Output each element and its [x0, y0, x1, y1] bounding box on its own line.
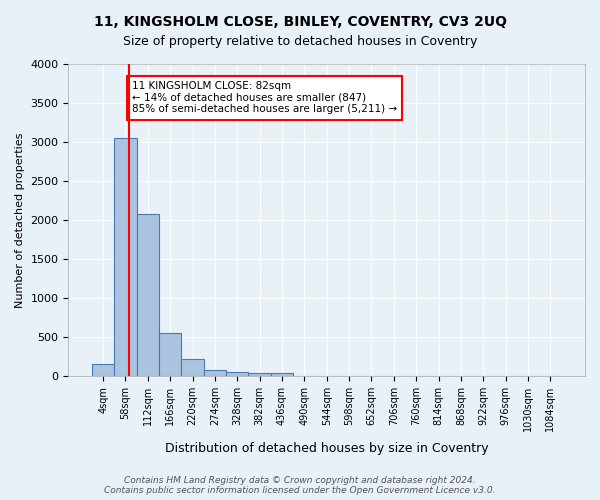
- Bar: [204, 370, 226, 376]
- Text: Contains HM Land Registry data © Crown copyright and database right 2024.
Contai: Contains HM Land Registry data © Crown c…: [104, 476, 496, 495]
- Bar: [137, 214, 159, 376]
- Bar: [271, 373, 293, 376]
- Text: 11 KINGSHOLM CLOSE: 82sqm
← 14% of detached houses are smaller (847)
85% of semi: 11 KINGSHOLM CLOSE: 82sqm ← 14% of detac…: [132, 81, 397, 114]
- Bar: [248, 373, 271, 376]
- Bar: [114, 138, 137, 376]
- Bar: [159, 333, 181, 376]
- Text: Size of property relative to detached houses in Coventry: Size of property relative to detached ho…: [123, 35, 477, 48]
- Bar: [181, 359, 204, 376]
- Y-axis label: Number of detached properties: Number of detached properties: [15, 132, 25, 308]
- Text: 11, KINGSHOLM CLOSE, BINLEY, COVENTRY, CV3 2UQ: 11, KINGSHOLM CLOSE, BINLEY, COVENTRY, C…: [94, 15, 506, 29]
- Bar: [226, 372, 248, 376]
- Bar: [92, 364, 114, 376]
- X-axis label: Distribution of detached houses by size in Coventry: Distribution of detached houses by size …: [165, 442, 488, 455]
